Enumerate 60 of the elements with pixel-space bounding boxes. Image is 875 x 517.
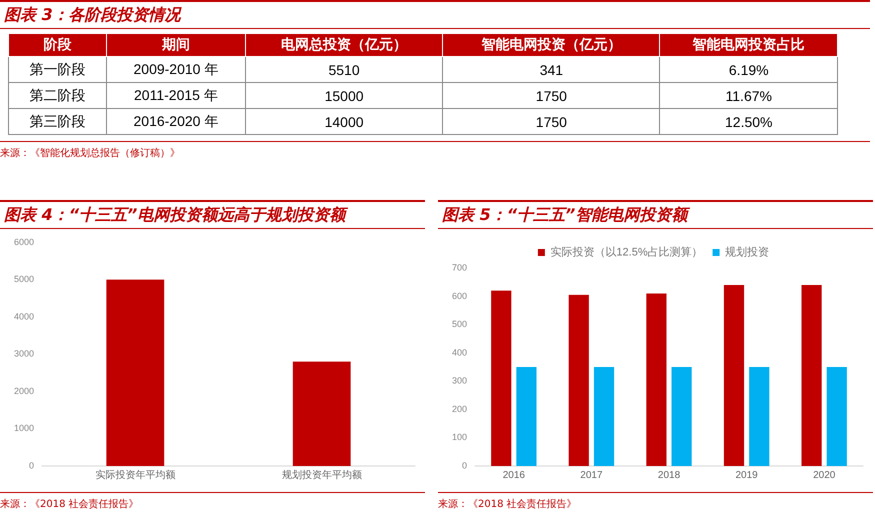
bar [724, 284, 744, 466]
text: 1750 [536, 88, 567, 104]
y-tick-label: 3000 [14, 348, 34, 359]
category-label: 智能电网投资（亿元） [442, 34, 660, 56]
category-label: 期间 [106, 34, 246, 56]
y-tick-label: 500 [452, 319, 468, 330]
bar [491, 290, 512, 466]
category-label: 电网总投资（亿元） [245, 34, 443, 56]
text: 5510 [328, 62, 360, 78]
y-tick-label: 2000 [14, 386, 34, 396]
category-label: 第三阶段 [29, 112, 86, 128]
category-label: 第二阶段 [29, 86, 86, 102]
y-tick-label: 100 [452, 432, 468, 442]
text: 图表 3：各阶段投资情况 [0, 0, 870, 29]
bar [594, 367, 614, 466]
y-tick-label: 0 [462, 460, 468, 470]
x-tick-label: 2020 [813, 470, 836, 481]
text: 2009-2010 年 [134, 60, 218, 76]
text: 14000 [324, 114, 364, 130]
bar [826, 367, 847, 466]
bar [516, 367, 537, 466]
text: 341 [540, 62, 564, 78]
text: 2011-2015 年 [134, 86, 218, 102]
x-tick-label: 2017 [580, 470, 603, 481]
y-tick-label: 4000 [14, 311, 34, 322]
bar [749, 367, 770, 466]
category-label: 智能电网投资占比 [660, 34, 838, 56]
y-tick-label: 1000 [14, 423, 34, 434]
text: 12.50% [725, 114, 772, 130]
text: 15000 [324, 88, 364, 104]
legend-label: 实际投资（以12.5%占比测算） [550, 246, 703, 259]
text: 1750 [536, 114, 567, 130]
bar [672, 367, 692, 466]
x-tick-label: 规划投资年平均额 [282, 468, 362, 481]
bar [568, 294, 589, 466]
chart-title: 图表 5：“十三五”智能电网投资额 [438, 200, 873, 229]
y-tick-label: 0 [29, 460, 34, 470]
source-note: 来源：《智能化规划总报告（修订稿）》 [0, 141, 870, 160]
y-tick-label: 400 [452, 347, 468, 358]
x-tick-label: 2019 [735, 470, 758, 481]
text: 6.19% [728, 62, 769, 78]
x-tick-label: 实际投资年平均额 [95, 468, 176, 481]
legend-label: 规划投资 [725, 246, 770, 259]
text: 2016-2020 年 [134, 112, 218, 128]
y-tick-label: 5000 [14, 274, 34, 284]
chart-title: 图表 4：“十三五”电网投资额远高于规划投资额 [0, 200, 425, 229]
bar [802, 284, 822, 466]
y-tick-label: 200 [452, 404, 468, 414]
y-tick-label: 600 [452, 290, 468, 301]
category-label: 第一阶段 [29, 60, 86, 76]
x-tick-label: 2018 [658, 470, 681, 481]
source-note: 来源：《2018 社会责任报告》 [0, 492, 425, 511]
y-tick-label: 300 [452, 376, 468, 386]
y-tick-label: 6000 [14, 236, 34, 247]
source-note: 来源：《2018 社会责任报告》 [438, 492, 873, 511]
bar [646, 293, 666, 466]
y-tick-label: 700 [452, 262, 468, 272]
text: 11.67% [726, 88, 772, 104]
category-label: 阶段 [8, 34, 106, 56]
x-tick-label: 2016 [502, 470, 526, 481]
